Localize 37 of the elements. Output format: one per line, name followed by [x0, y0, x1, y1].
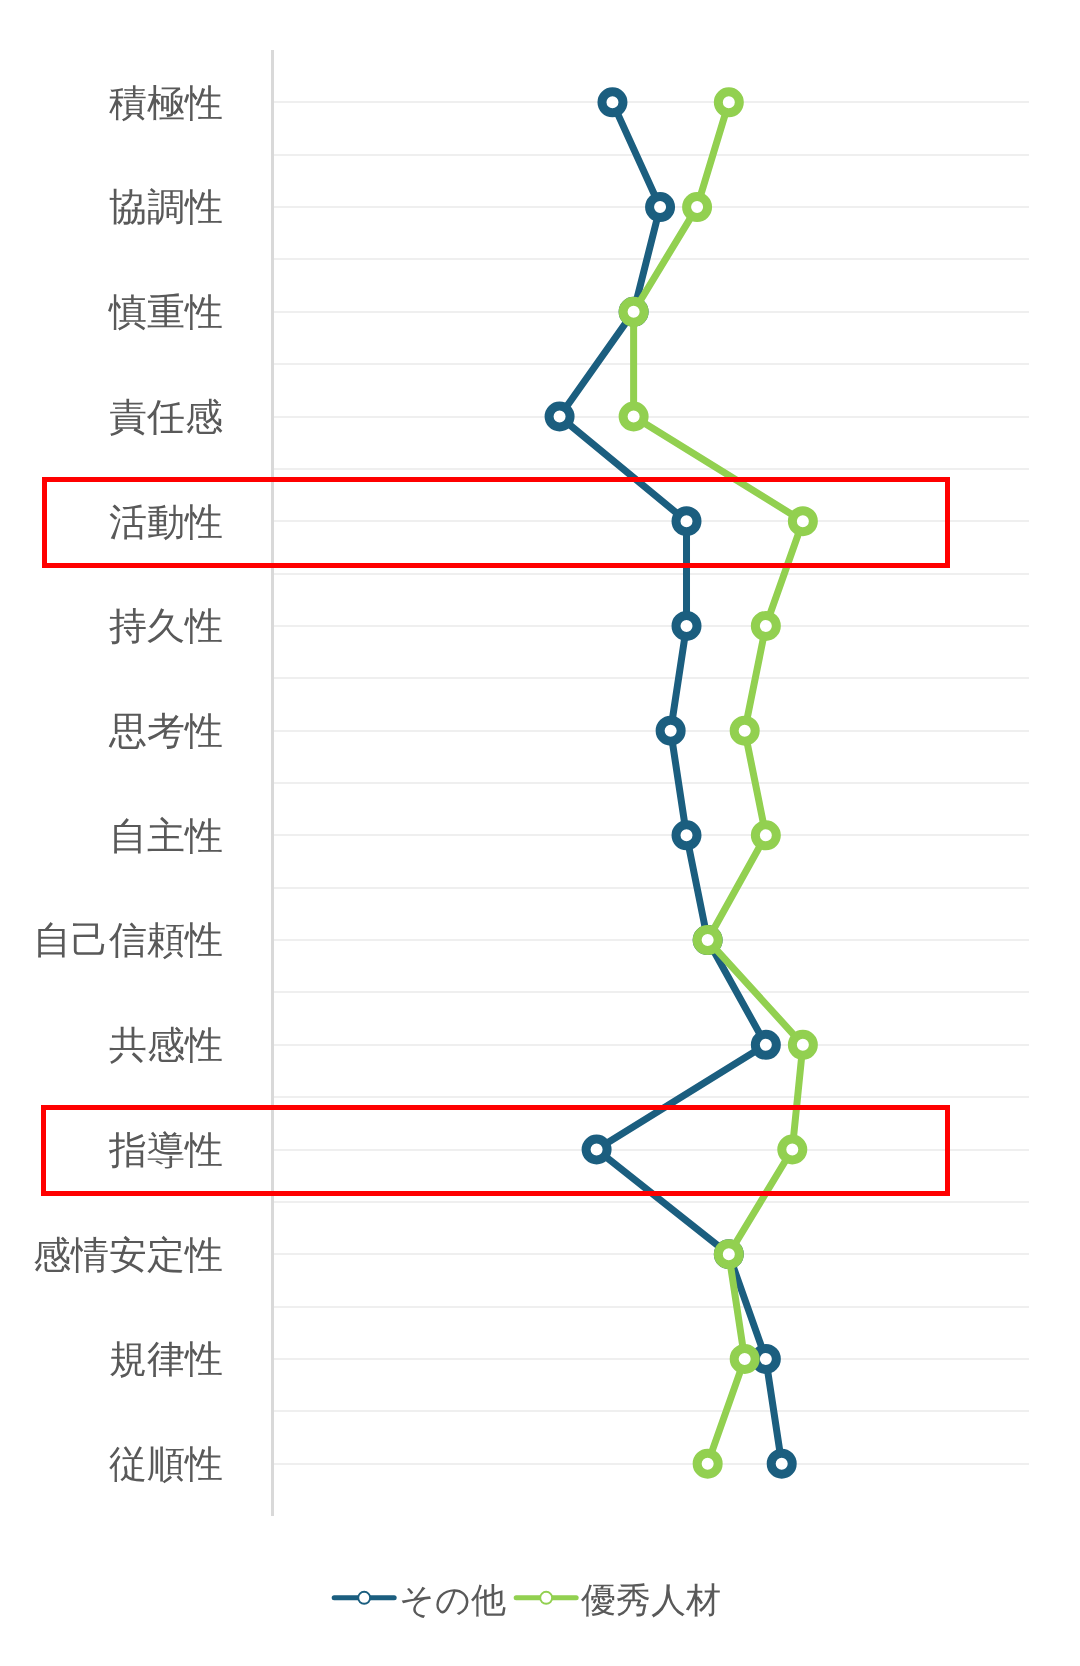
y-tick-label: 自主性 [109, 813, 224, 858]
point [645, 192, 676, 223]
y-tick-label: 従順性 [109, 1441, 224, 1486]
y-tick-label: 思考性 [108, 708, 224, 753]
y-tick-label: 持久性 [109, 604, 224, 649]
legend-label: 優秀人材 [581, 1579, 722, 1620]
y-tick-label: 指導性 [108, 1127, 224, 1172]
point [787, 506, 818, 537]
point [766, 1448, 797, 1479]
point [713, 87, 744, 118]
point [544, 401, 575, 432]
point [671, 506, 702, 537]
point [597, 87, 628, 118]
point [618, 401, 649, 432]
point [777, 1134, 808, 1165]
y-tick-label: 積極性 [109, 80, 224, 125]
y-tick-label: 感情安定性 [33, 1232, 224, 1277]
point [750, 1029, 781, 1060]
point [729, 715, 760, 746]
point [682, 192, 713, 223]
point [729, 1343, 760, 1374]
point [750, 610, 781, 641]
y-tick-label: 自己信頼性 [33, 918, 224, 963]
point [671, 820, 702, 851]
y-tick-label: 共感性 [109, 1023, 224, 1068]
point [671, 610, 702, 641]
point [692, 1448, 723, 1479]
legend-label: その他 [399, 1579, 507, 1620]
point [787, 1029, 818, 1060]
y-tick-label: 活動性 [109, 499, 224, 544]
point [655, 715, 686, 746]
y-tick-label: 規律性 [109, 1337, 224, 1382]
point [750, 820, 781, 851]
y-tick-label: 慎重性 [108, 290, 224, 335]
y-tick-label: 責任感 [109, 394, 224, 439]
y-tick-label: 協調性 [109, 185, 224, 230]
point [581, 1134, 612, 1165]
